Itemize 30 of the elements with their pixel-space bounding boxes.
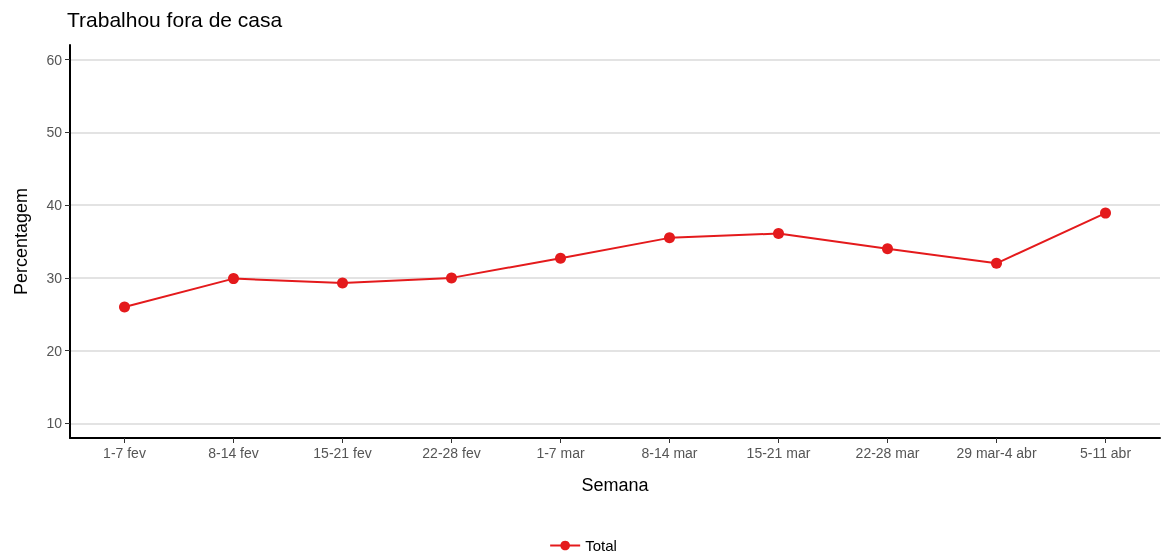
y-tick-label: 50 — [46, 124, 63, 141]
y-tick-label: 40 — [46, 197, 63, 214]
point — [882, 243, 893, 255]
x-tick-label: 8-14 mar — [641, 445, 698, 461]
point — [555, 252, 566, 264]
point — [337, 277, 348, 289]
point — [991, 257, 1002, 269]
x-axis-title: Semana — [581, 475, 650, 495]
x-tick-label: 22-28 fev — [422, 445, 481, 461]
x-tick-label: 1-7 fev — [103, 445, 146, 461]
point — [228, 273, 239, 285]
x-tick-label: 8-14 fev — [208, 445, 259, 461]
x-tick-label: 15-21 mar — [746, 445, 811, 461]
y-tick-label: 30 — [46, 269, 63, 286]
x-tick-label: 29 mar-4 abr — [956, 445, 1037, 461]
y-axis-title: Percentagem — [11, 187, 31, 296]
y-tick-label: 60 — [46, 51, 63, 68]
legend-label: Total — [585, 537, 617, 554]
chart-title: Trabalhou fora de casa — [67, 8, 283, 31]
point — [119, 301, 130, 313]
x-tick-label: 1-7 mar — [536, 445, 585, 461]
x-tick-label: 15-21 fev — [313, 445, 372, 461]
x-tick-label: 5-11 abr — [1079, 445, 1132, 461]
x-tick-label: 22-28 mar — [855, 445, 920, 461]
point — [773, 228, 784, 239]
y-tick-label: 10 — [46, 415, 63, 432]
point — [446, 272, 457, 284]
point — [664, 232, 675, 244]
point — [1100, 207, 1111, 219]
y-tick-label: 20 — [46, 342, 63, 359]
